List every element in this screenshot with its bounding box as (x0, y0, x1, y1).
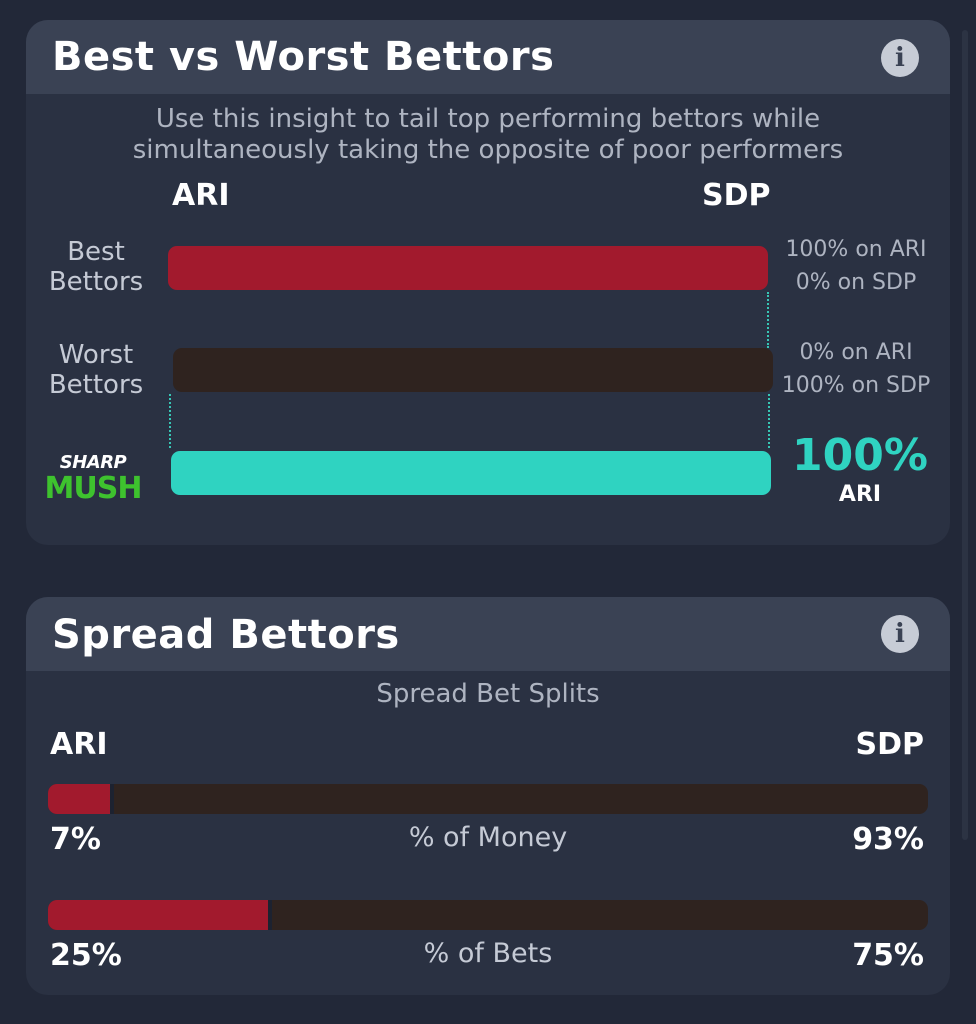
sharp-mush-bar (171, 451, 771, 495)
worst-bettors-bar (173, 348, 773, 392)
team-right-label: SDP (855, 727, 925, 762)
team-left-label: ARI (50, 727, 108, 762)
best-bettors-bar (168, 246, 768, 290)
card-header: Best vs Worst Bettors i (26, 20, 950, 94)
worst-bettors-sdp-pct: 100% on SDP (781, 373, 931, 398)
page-scrollbar[interactable] (962, 30, 968, 840)
bets-divider (268, 900, 272, 930)
worst-bettors-ari-pct: 0% on ARI (799, 340, 913, 365)
best-bettors-label: Best Bettors (26, 237, 166, 297)
best-bettors-split: 100% on ARI 0% on SDP (771, 233, 941, 299)
money-divider (110, 784, 114, 814)
money-sdp-pct: 93% (852, 822, 924, 857)
worst-bettors-label-line2: Bettors (48, 370, 144, 400)
bets-label: % of Bets (423, 938, 553, 969)
best-bettors-ari-pct: 100% on ARI (785, 237, 927, 262)
money-ari-pct: 7% (50, 822, 101, 857)
money-split-bar (48, 784, 928, 814)
team-right-label: SDP (702, 178, 771, 213)
connector-dots-left (169, 394, 171, 448)
bets-split-bar (48, 900, 928, 930)
insight-subtitle-line2: simultaneously taking the opposite of po… (132, 135, 844, 165)
team-left-label: ARI (172, 178, 230, 213)
sharp-mush-logo: SHARP MUSH (38, 452, 148, 510)
card-header: Spread Bettors i (26, 597, 950, 671)
info-icon[interactable]: i (881, 39, 919, 77)
best-bettors-label-line1: Best (67, 237, 125, 267)
worst-bettors-label: Worst Bettors (26, 340, 166, 400)
info-icon[interactable]: i (881, 615, 919, 653)
money-ari-fill (48, 784, 110, 814)
worst-bettors-label-line1: Worst (58, 340, 134, 370)
card-title: Best vs Worst Bettors (52, 34, 555, 80)
bets-ari-pct: 25% (50, 938, 122, 973)
connector-dots-right-upper (767, 292, 769, 348)
sharp-mush-team: ARI (838, 482, 882, 507)
worst-bettors-split: 0% on ARI 100% on SDP (771, 336, 941, 402)
sharp-mush-logo-line2: MUSH (44, 471, 143, 506)
sharp-mush-pct: 100% (792, 430, 928, 481)
spread-subtitle: Spread Bet Splits (376, 679, 600, 709)
money-label: % of Money (408, 822, 568, 853)
sharp-mush-logo-line1: SHARP (59, 452, 127, 473)
spread-bettors-card: Spread Bettors i Spread Bet Splits ARI S… (26, 597, 950, 995)
bets-ari-fill (48, 900, 268, 930)
best-bettors-sdp-pct: 0% on SDP (795, 270, 917, 295)
insight-subtitle-line1: Use this insight to tail top performing … (155, 104, 821, 134)
bets-sdp-pct: 75% (852, 938, 924, 973)
best-bettors-label-line2: Bettors (48, 267, 144, 297)
best-vs-worst-card: Best vs Worst Bettors i Use this insight… (26, 20, 950, 545)
card-title: Spread Bettors (52, 612, 400, 658)
connector-dots-right-lower (768, 394, 770, 448)
